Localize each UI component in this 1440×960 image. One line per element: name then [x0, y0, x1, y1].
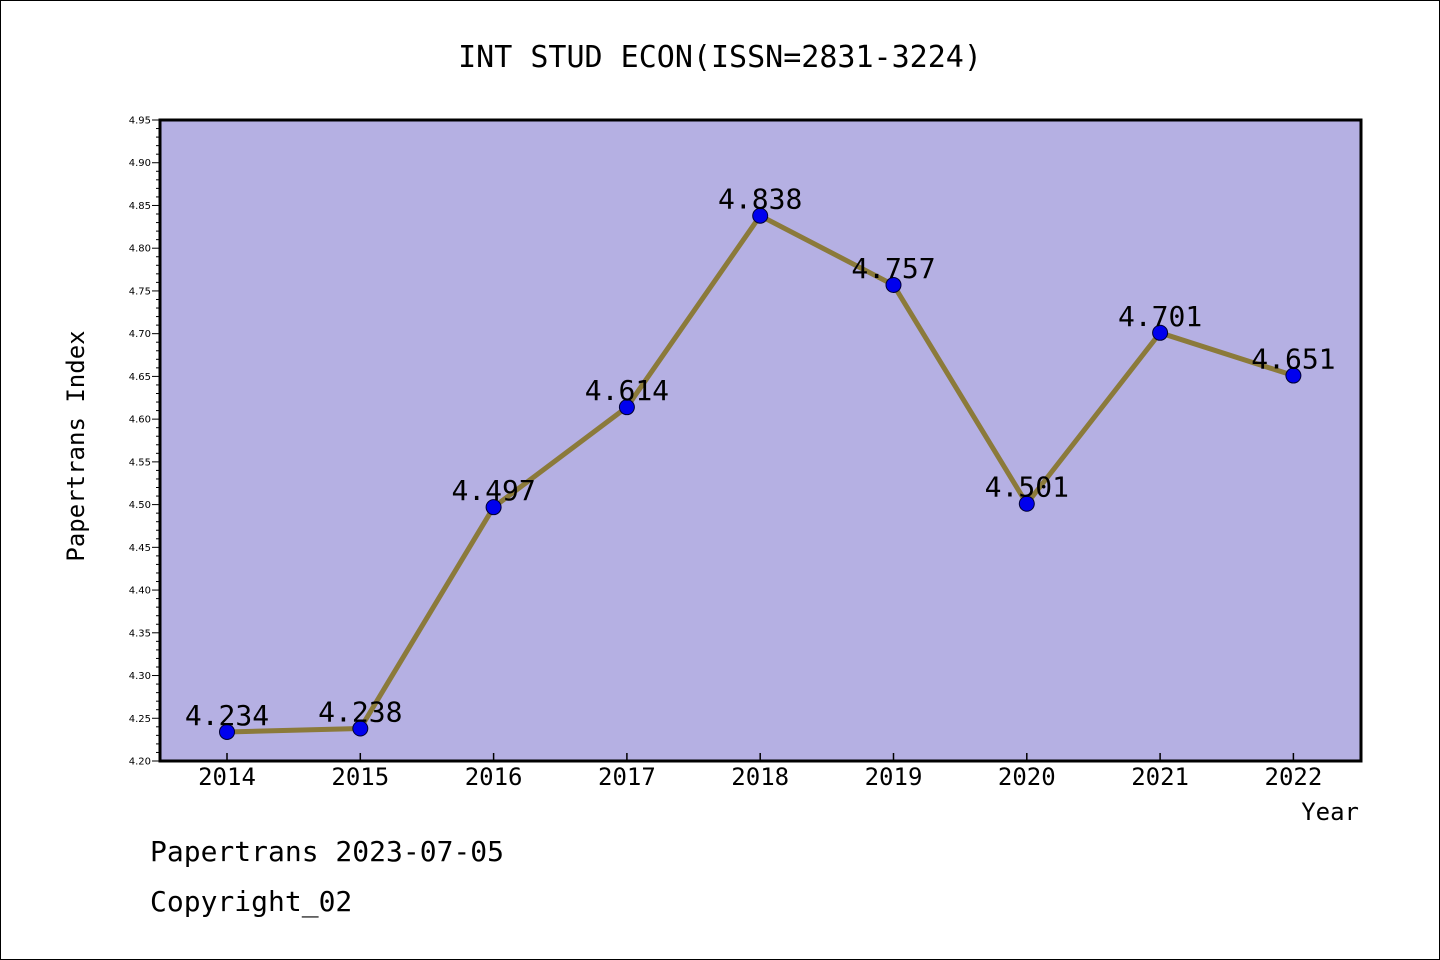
data-point	[618, 399, 635, 416]
x-tick-label: 2019	[865, 763, 923, 791]
y-tick-label: 4.55	[129, 457, 151, 468]
data-point	[885, 276, 902, 293]
data-label: 4.651	[1251, 343, 1335, 376]
y-axis-ticks: 4.20 4.25 4.30 4.35 4.40 4.45 4.50 4.55 4.60 4.65…	[129, 116, 160, 768]
data-point	[485, 499, 502, 516]
y-tick-label: 4.35	[129, 628, 151, 639]
chart-title: INT STUD ECON(ISSN=2831-3224)	[458, 40, 982, 75]
data-label: 4.234	[185, 699, 269, 732]
series-group: 4.234 4.238 4.497 4.614 4.838 4.757 4.501 4.701…	[185, 183, 1336, 740]
x-tick-label: 2018	[731, 763, 789, 791]
data-label: 4.501	[985, 471, 1069, 504]
y-tick-label: 4.80	[129, 244, 151, 255]
y-tick-label: 4.65	[129, 372, 151, 383]
data-label: 4.838	[718, 183, 802, 216]
data-point	[1285, 367, 1302, 384]
y-axis-label: Papertrans Index	[62, 330, 90, 561]
y-tick-label: 4.45	[129, 543, 151, 554]
data-point	[752, 207, 769, 224]
x-tick-label: 2015	[331, 763, 389, 791]
data-label: 4.757	[851, 252, 935, 285]
y-tick-label: 4.40	[129, 586, 151, 597]
data-label: 4.614	[585, 374, 669, 407]
x-axis-ticks: 2014 2015 2016 2017 2018 2019 2020 2021 2022	[198, 753, 1322, 791]
footer-date: Papertrans 2023-07-05	[150, 835, 505, 868]
y-tick-label: 4.95	[129, 116, 151, 127]
y-tick-label: 4.85	[129, 201, 151, 212]
footer-copyright: Copyright_02	[150, 885, 353, 918]
data-point	[1018, 495, 1035, 512]
data-point	[352, 720, 369, 737]
plot-area	[158, 118, 1363, 763]
x-tick-label: 2020	[998, 763, 1056, 791]
y-tick-label: 4.90	[129, 158, 151, 169]
x-tick-label: 2022	[1265, 763, 1323, 791]
x-tick-label: 2021	[1131, 763, 1189, 791]
data-point	[219, 723, 235, 740]
data-label: 4.238	[318, 696, 402, 729]
x-tick-label: 2014	[198, 763, 256, 791]
data-point	[1152, 324, 1169, 341]
x-tick-label: 2017	[598, 763, 656, 791]
x-tick-label: 2016	[465, 763, 523, 791]
y-tick-label: 4.75	[129, 286, 151, 297]
y-tick-label: 4.30	[129, 671, 151, 682]
y-tick-label: 4.50	[129, 500, 151, 511]
x-axis-label: Year	[1301, 798, 1359, 826]
data-label: 4.701	[1118, 300, 1202, 333]
data-label: 4.497	[451, 474, 535, 507]
y-tick-label: 4.70	[129, 329, 151, 340]
y-tick-label: 4.25	[129, 714, 151, 725]
y-tick-label: 4.20	[129, 757, 151, 768]
y-tick-label: 4.60	[129, 415, 151, 426]
